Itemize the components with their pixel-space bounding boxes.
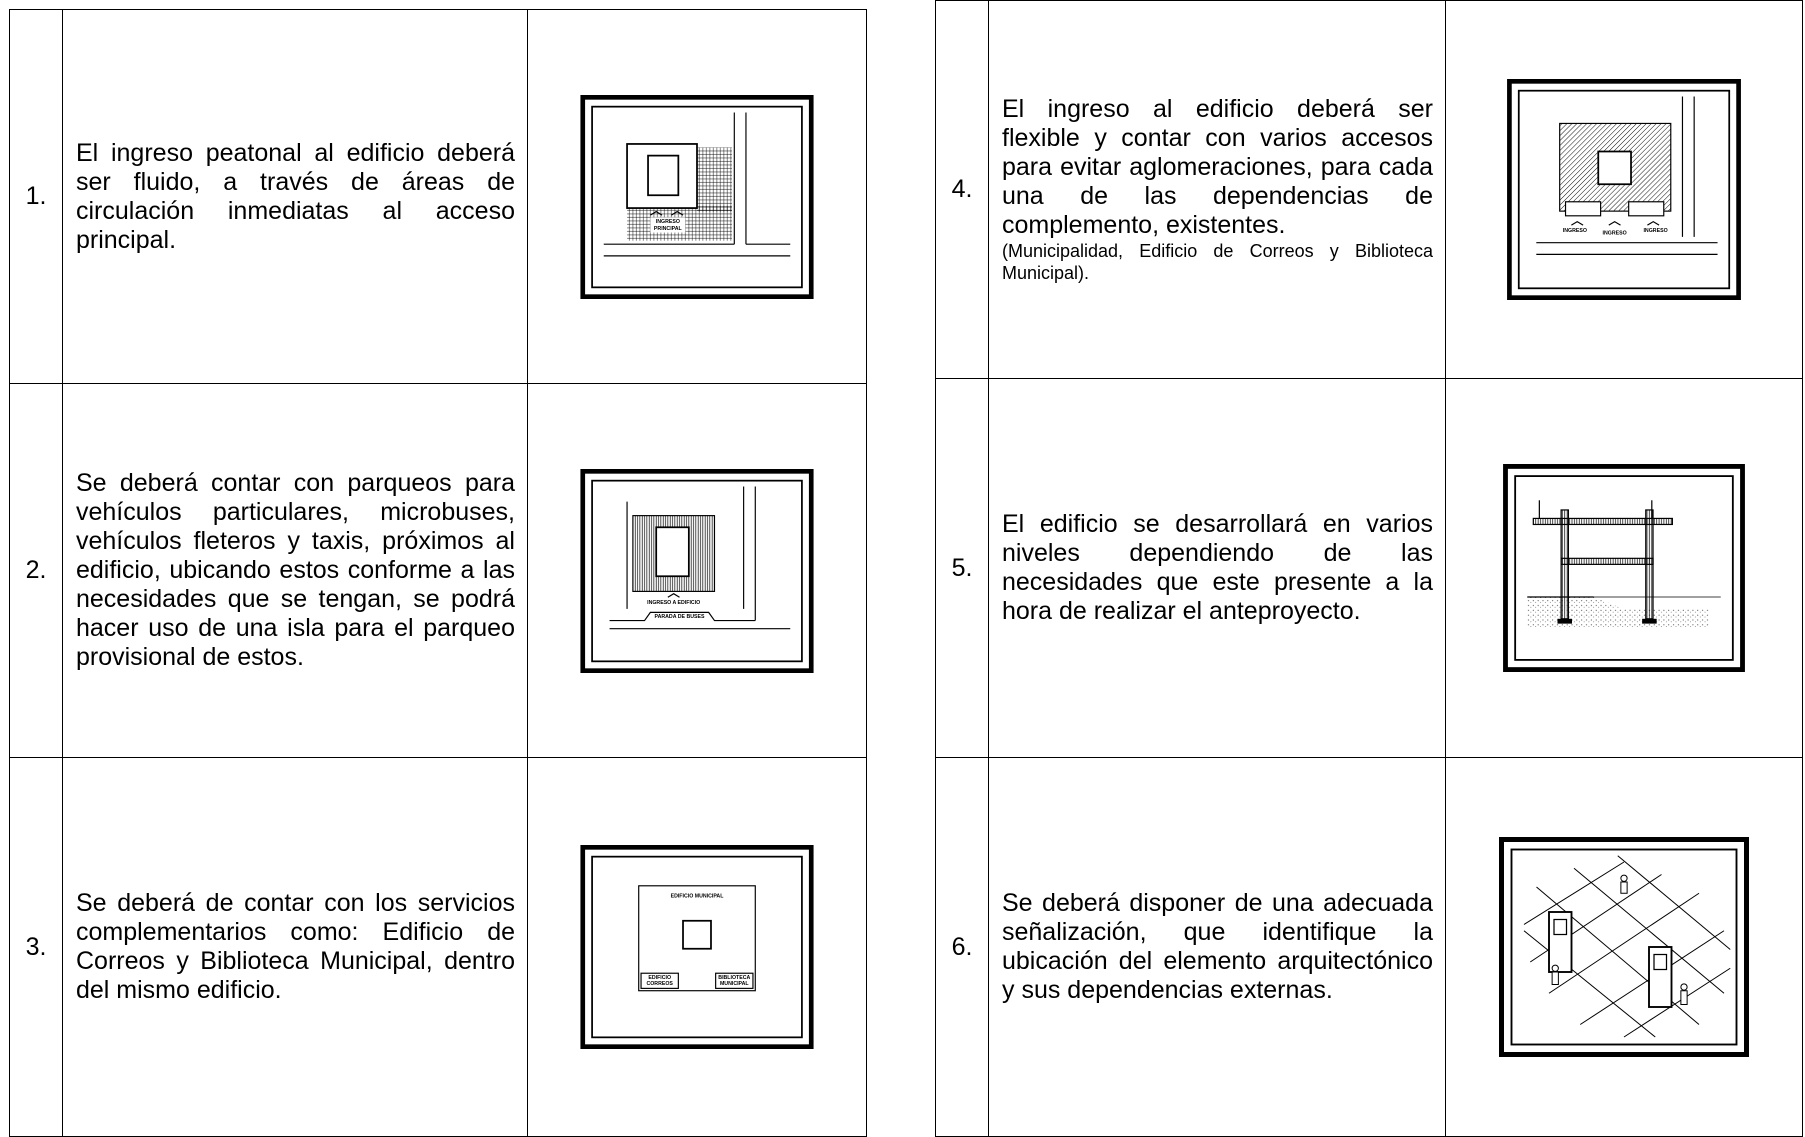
diagram: INGRESO PRINCIPAL	[580, 94, 814, 299]
image-cell: INGRESO PRINCIPAL	[527, 9, 867, 384]
row-text: El ingreso peatonal al edificio deberá s…	[62, 9, 528, 384]
row-number: 1.	[9, 9, 63, 384]
image-cell	[1445, 378, 1803, 758]
diagram-label: INGRESO	[656, 219, 680, 225]
diagram-label: INGRESO	[1603, 231, 1627, 237]
row-number: 3.	[9, 757, 63, 1137]
image-cell: INGRESO A EDIFICIO PARADA DE BUSES	[527, 383, 867, 758]
diagram: INGRESO A EDIFICIO PARADA DE BUSES	[580, 468, 814, 673]
description: El ingreso al edificio deberá ser flexib…	[1002, 95, 1433, 239]
row-text: Se deberá de contar con los servicios co…	[62, 757, 528, 1137]
diagram	[1499, 837, 1749, 1057]
image-cell: EDIFICIO MUNICIPAL EDIFICIO CORREOS BIBL…	[527, 757, 867, 1137]
note: (Municipalidad, Edificio de Correos y Bi…	[1002, 241, 1433, 283]
diagram: EDIFICIO MUNICIPAL EDIFICIO CORREOS BIBL…	[580, 845, 814, 1049]
description-block: El ingreso al edificio deberá ser flexib…	[1002, 95, 1433, 284]
diagram-label: BIBLIOTECA	[718, 975, 750, 981]
row-number: 6.	[935, 757, 989, 1137]
row-text: El ingreso al edificio deberá ser flexib…	[988, 0, 1446, 379]
description: Se deberá de contar con los servicios co…	[76, 889, 515, 1004]
diagram-label: PRINCIPAL	[654, 226, 683, 232]
image-cell: INGRESO INGRESO INGRESO	[1445, 0, 1803, 379]
row-number: 2.	[9, 383, 63, 758]
row-number: 5.	[935, 378, 989, 758]
description: El edificio se desarrollará en varios ni…	[1002, 510, 1433, 625]
diagram-label: PARADA DE BUSES	[654, 614, 705, 620]
diagram-label: EDIFICIO MUNICIPAL	[671, 893, 725, 899]
diagram-label: MUNICIPAL	[720, 981, 749, 987]
diagram-label: INGRESO	[1643, 228, 1667, 234]
diagram-label: INGRESO A EDIFICIO	[647, 600, 700, 606]
description: Se deberá contar con parqueos para vehíc…	[76, 469, 515, 671]
description: El ingreso peatonal al edificio deberá s…	[76, 138, 515, 254]
diagram-label: EDIFICIO	[648, 975, 671, 981]
row-number: 4.	[935, 0, 989, 379]
row-text: Se deberá contar con parqueos para vehíc…	[62, 383, 528, 758]
diagram-label: CORREOS	[646, 981, 673, 987]
description: Se deberá disponer de una adecuada señal…	[1002, 889, 1433, 1004]
diagram-label: INGRESO	[1563, 228, 1587, 234]
diagram	[1503, 464, 1745, 672]
diagram: INGRESO INGRESO INGRESO	[1507, 79, 1741, 300]
row-text: Se deberá disponer de una adecuada señal…	[988, 757, 1446, 1137]
image-cell	[1445, 757, 1803, 1137]
row-text: El edificio se desarrollará en varios ni…	[988, 378, 1446, 758]
